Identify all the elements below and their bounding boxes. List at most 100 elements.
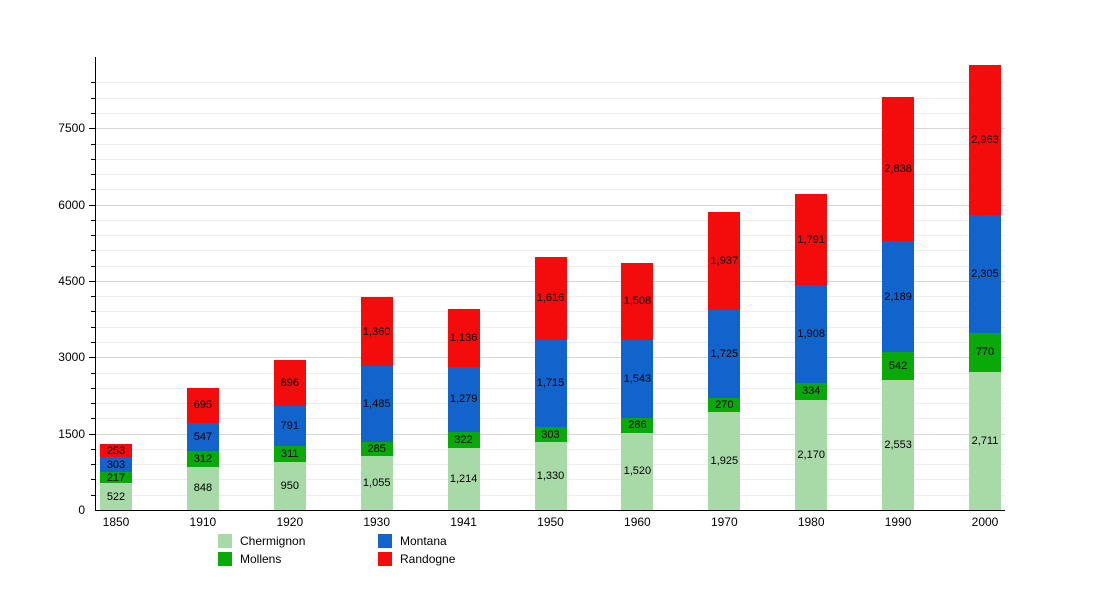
- bar-value-label: 770: [975, 346, 995, 359]
- bar-segment-chermignon: [360, 456, 393, 510]
- y-axis-tick: [91, 250, 95, 252]
- bar-segment-randogne: [534, 257, 567, 340]
- bar-value-label: 1,616: [536, 292, 565, 305]
- bar-value-label: 1,485: [362, 398, 391, 410]
- legend-label-randogne: Randogne: [400, 552, 456, 566]
- x-axis-label: 1941: [450, 515, 477, 529]
- y-axis-tick: [91, 97, 95, 99]
- x-axis-label: 1850: [102, 515, 130, 529]
- bar-segment-montana: [534, 339, 567, 427]
- y-axis-tick: [91, 174, 95, 176]
- bar-value-label: 303: [541, 428, 560, 441]
- minor-gridline: [95, 97, 1005, 99]
- bar-value-label: 1,136: [449, 331, 478, 344]
- bar-value-label: 2,553: [884, 439, 912, 452]
- y-axis-tick: [89, 280, 95, 282]
- bar-segment-mollens: [621, 418, 654, 433]
- bar-segment-mollens: [273, 445, 306, 462]
- y-axis-tick: [91, 219, 95, 221]
- x-axis-label: 1990: [884, 515, 912, 529]
- legend-label-chermignon: Chermignon: [240, 534, 306, 548]
- bar-value-label: 1,055: [362, 477, 391, 490]
- bar-segment-mollens: [708, 398, 741, 412]
- bar-segment-montana: [360, 366, 393, 442]
- y-axis-label: 6000: [58, 197, 85, 212]
- y-axis-tick: [91, 235, 95, 237]
- legend-swatch-randogne: [378, 552, 392, 566]
- x-axis-label: 1930: [363, 515, 391, 529]
- y-axis-tick: [91, 494, 95, 496]
- bar-segment-mollens: [447, 431, 480, 449]
- bar-value-label: 1,279: [449, 393, 478, 406]
- bar-segment-montana: [882, 241, 915, 353]
- bar-value-label: 1,715: [536, 377, 565, 390]
- bar-segment-chermignon: [621, 432, 654, 510]
- y-axis-tick: [91, 464, 95, 466]
- y-axis-tick: [91, 479, 95, 481]
- x-axis-label: 2000: [971, 515, 999, 529]
- bar-segment-mollens: [882, 352, 915, 381]
- legend-item-montana: Montana: [378, 533, 528, 549]
- bar-value-label: 303: [106, 458, 126, 471]
- bar-segment-montana: [186, 423, 219, 451]
- bar-value-label: 950: [280, 479, 299, 492]
- bar-value-label: 1,330: [536, 470, 565, 483]
- bar-value-label: 285: [367, 443, 386, 456]
- bar-segment-montana: [969, 215, 1001, 333]
- bar-value-label: 253: [106, 444, 126, 457]
- y-axis-tick: [89, 204, 95, 206]
- legend-swatch-mollens: [218, 552, 232, 566]
- bar-value-label: 1,791: [797, 233, 825, 246]
- bar-segment-chermignon: [795, 399, 828, 510]
- y-axis-tick: [91, 189, 95, 191]
- bar-value-label: 542: [888, 360, 908, 373]
- y-axis-tick: [91, 372, 95, 374]
- bar-value-label: 896: [280, 376, 299, 389]
- bar-segment-mollens: [795, 382, 828, 400]
- y-axis-tick: [91, 403, 95, 405]
- bar-value-label: 1,508: [623, 295, 652, 308]
- y-axis-label: 7500: [58, 121, 85, 136]
- bar-segment-chermignon: [882, 380, 915, 510]
- y-axis-tick: [91, 311, 95, 313]
- bar-value-label: 1,937: [710, 255, 739, 268]
- x-axis-label: 1960: [624, 515, 651, 529]
- bar-value-label: 311: [281, 447, 299, 460]
- bar-segment-mollens: [969, 332, 1001, 372]
- bar-segment-randogne: [100, 444, 132, 457]
- y-axis-tick: [91, 296, 95, 298]
- minor-gridline: [95, 82, 1005, 84]
- legend-swatch-chermignon: [218, 534, 232, 548]
- x-axis-label: 1910: [189, 515, 217, 529]
- bar-segment-randogne: [708, 211, 741, 311]
- bar-segment-chermignon: [969, 372, 1001, 510]
- minor-gridline: [95, 143, 1005, 145]
- bar-value-label: 1,360: [362, 325, 391, 338]
- bar-value-label: 322: [454, 434, 473, 446]
- bar-segment-randogne: [273, 359, 306, 406]
- y-axis-tick: [89, 433, 95, 435]
- bar-segment-montana: [795, 285, 828, 383]
- bar-value-label: 1,908: [797, 327, 825, 340]
- bar-value-label: 334: [802, 385, 821, 398]
- x-axis-label: 1970: [710, 515, 738, 529]
- bar-value-label: 1,520: [623, 465, 652, 478]
- bar-segment-montana: [447, 366, 480, 432]
- y-axis-label: 0: [78, 503, 85, 517]
- bar-segment-randogne: [882, 96, 915, 242]
- legend: Chermignon Mollens Montana Randogne: [210, 531, 610, 571]
- bar-value-label: 217: [106, 471, 126, 484]
- bar-segment-chermignon: [186, 466, 219, 510]
- minor-gridline: [95, 235, 1005, 237]
- legend-label-montana: Montana: [400, 534, 447, 548]
- bar-segment-randogne: [969, 64, 1001, 216]
- y-axis-tick: [91, 112, 95, 114]
- bar-segment-montana: [100, 456, 132, 473]
- x-axis-line: [95, 510, 1005, 511]
- bar-value-label: 848: [193, 482, 213, 495]
- x-axis-label: 1950: [537, 515, 564, 529]
- bar-segment-randogne: [360, 296, 393, 367]
- bar-value-label: 286: [628, 419, 647, 432]
- bar-segment-randogne: [186, 387, 219, 424]
